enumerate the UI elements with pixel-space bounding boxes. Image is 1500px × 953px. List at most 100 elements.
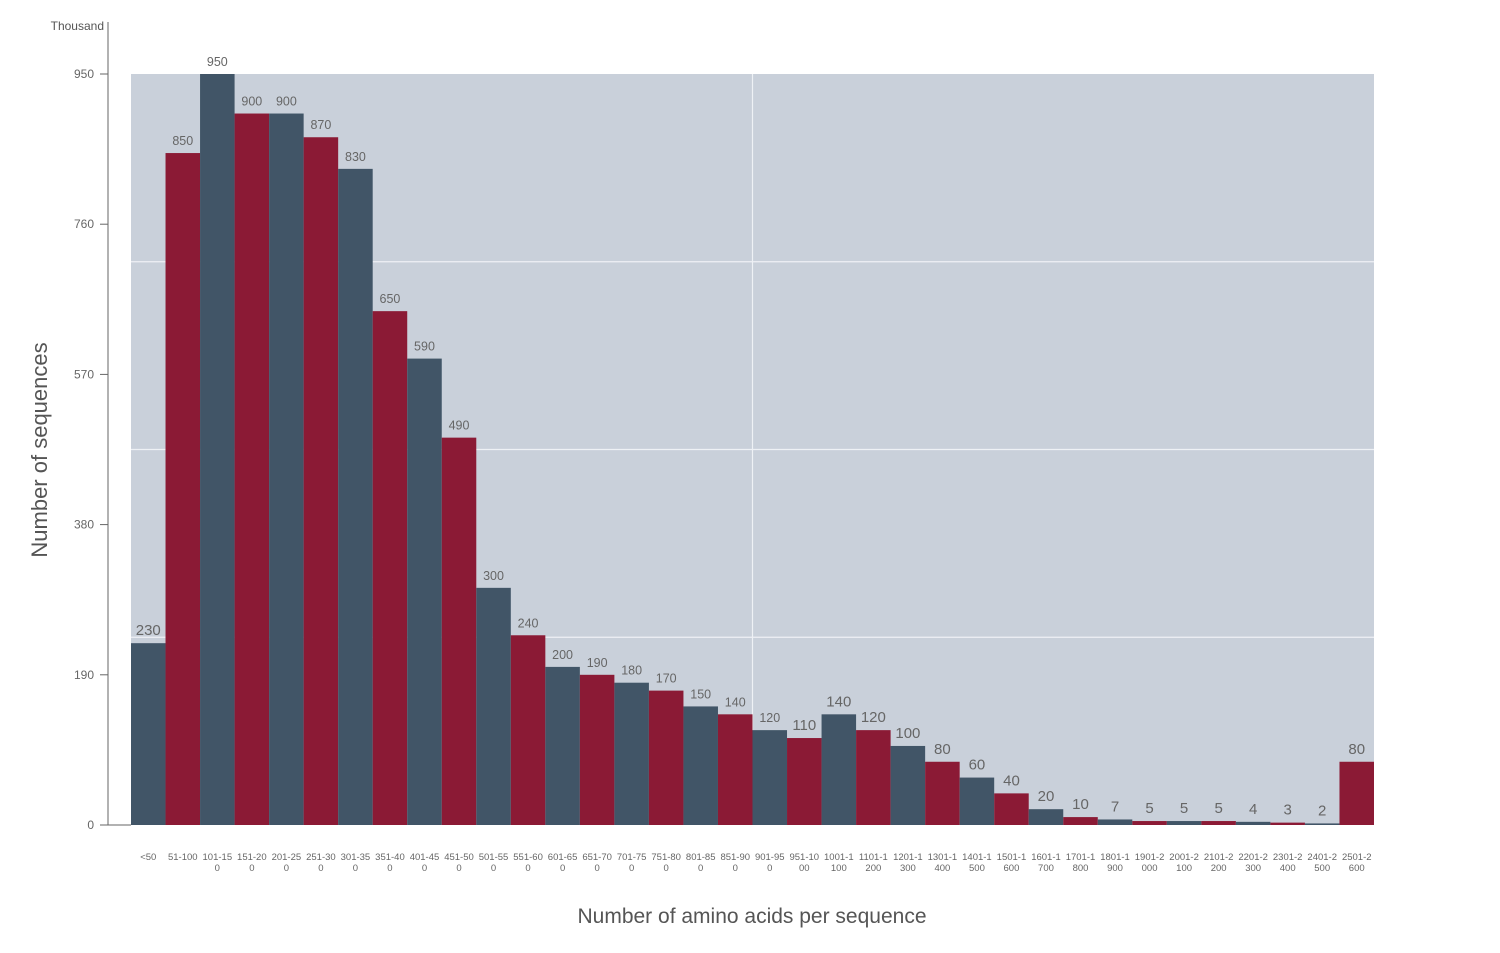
bar-value-label: 5 <box>1214 800 1222 817</box>
bar-value-label: 300 <box>483 569 504 583</box>
bar-value-label: 100 <box>895 725 920 742</box>
y-tick-label: 950 <box>74 67 94 81</box>
bar <box>269 113 304 826</box>
bar <box>1304 823 1340 825</box>
y-tick-label: 0 <box>87 818 94 832</box>
bar-value-label: 40 <box>1003 772 1020 789</box>
x-tick-label: 201-25 0 <box>272 852 302 874</box>
bar-value-label: 180 <box>621 664 642 678</box>
bar <box>1097 819 1133 825</box>
bar-value-label: 150 <box>690 687 711 701</box>
x-tick-label: 401-45 0 <box>410 852 440 874</box>
bar-value-label: 3 <box>1284 802 1292 819</box>
y-tick-label: 570 <box>74 367 94 381</box>
x-tick-label: 351-40 0 <box>375 852 405 874</box>
x-tick-label: 1001-1 100 <box>824 852 854 874</box>
x-tick-label: 301-35 0 <box>341 852 371 874</box>
y-axis-ticks: 0 190 380 570 760 950 <box>74 67 108 832</box>
bar-value-label: 240 <box>518 616 539 630</box>
x-tick-label: <50 <box>140 852 156 863</box>
x-tick-label: 2501-2 600 <box>1342 852 1372 874</box>
y-tick-label: 190 <box>74 668 94 682</box>
x-tick-label: 451-50 0 <box>444 852 474 874</box>
bar-value-label: 80 <box>934 741 951 758</box>
bar <box>165 153 201 826</box>
bar <box>407 358 442 825</box>
bar-value-label: 2 <box>1318 802 1326 819</box>
bar-value-label: 80 <box>1348 741 1365 758</box>
x-axis-title: Number of amino acids per sequence <box>577 905 926 928</box>
bar <box>890 745 926 825</box>
bar-value-label: 950 <box>207 55 228 69</box>
bar <box>1028 809 1064 825</box>
bar <box>1339 761 1374 825</box>
bar <box>1132 821 1167 825</box>
bar <box>200 74 235 825</box>
bar-value-label: 900 <box>276 95 297 109</box>
bar <box>925 761 960 825</box>
bar <box>303 137 339 825</box>
bar-value-label: 590 <box>414 340 435 354</box>
bar <box>717 714 753 825</box>
x-tick-label: 1201-1 300 <box>893 852 923 874</box>
x-tick-label: 2101-2 200 <box>1204 852 1234 874</box>
bar <box>579 674 615 825</box>
bar-value-label: 230 <box>136 622 161 639</box>
x-tick-label: 851-90 0 <box>720 852 750 874</box>
bar-value-label: 10 <box>1072 796 1089 813</box>
bar <box>372 311 408 825</box>
bar <box>787 738 822 825</box>
bar <box>1063 817 1098 825</box>
axes <box>107 22 131 826</box>
x-tick-label: 1701-1 800 <box>1066 852 1096 874</box>
x-tick-label: 151-20 0 <box>237 852 267 874</box>
bar-value-label: 20 <box>1038 788 1055 805</box>
bar <box>338 168 373 825</box>
bar-value-label: 830 <box>345 150 366 164</box>
bar <box>131 643 166 825</box>
x-tick-label: 1101-1 200 <box>859 852 888 874</box>
bar <box>614 682 649 825</box>
bar-value-label: 110 <box>792 717 816 734</box>
bar-value-label: 140 <box>725 695 746 709</box>
x-tick-label: 101-15 0 <box>203 852 233 874</box>
x-tick-label: 601-65 0 <box>548 852 578 874</box>
bar <box>959 777 995 825</box>
x-tick-label: 251-30 0 <box>306 852 336 874</box>
y-unit-label: Thousand <box>51 19 104 33</box>
bar <box>1235 821 1271 825</box>
bar-value-label: 5 <box>1145 800 1153 817</box>
bar <box>1166 821 1202 825</box>
bar <box>234 113 270 826</box>
x-tick-label: 1501-1 600 <box>997 852 1027 874</box>
bar-value-label: 200 <box>552 648 573 662</box>
x-tick-label: 2401-2 500 <box>1307 852 1337 874</box>
bars <box>131 74 1374 826</box>
x-tick-label: 1301-1 400 <box>928 852 958 874</box>
bar <box>545 666 580 825</box>
x-tick-label: 801-85 0 <box>686 852 716 874</box>
bar-value-label: 60 <box>969 757 986 774</box>
x-tick-label: 2201-2 300 <box>1238 852 1268 874</box>
x-tick-label: 651-70 0 <box>582 852 612 874</box>
bar <box>476 587 511 825</box>
bar <box>856 730 891 825</box>
x-tick-label: 951-10 00 <box>789 852 819 874</box>
bar <box>648 690 684 825</box>
x-tick-label: 501-55 0 <box>479 852 509 874</box>
bar-value-label: 850 <box>172 134 193 148</box>
bar <box>441 437 477 825</box>
x-tick-label: 1801-1 900 <box>1100 852 1130 874</box>
y-axis-title: Number of sequences <box>27 342 52 557</box>
bar <box>1201 821 1236 825</box>
x-tick-label: 2301-2 400 <box>1273 852 1303 874</box>
bar <box>752 730 788 825</box>
x-tick-label: 1901-2 000 <box>1135 852 1165 874</box>
x-tick-label: 1601-1 700 <box>1031 852 1061 874</box>
bar <box>994 793 1029 825</box>
x-tick-label: 1401-1 500 <box>962 852 992 874</box>
